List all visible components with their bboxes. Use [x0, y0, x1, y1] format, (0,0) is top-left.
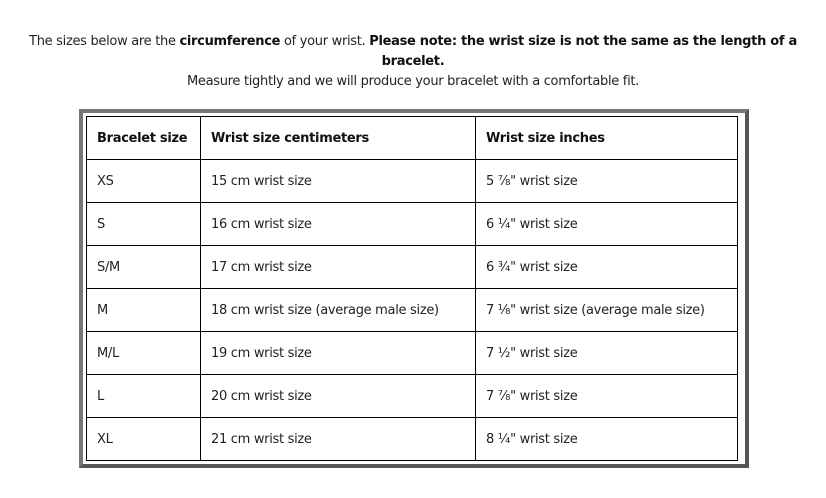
intro-text: The sizes below are the circumference of…	[0, 32, 826, 92]
intro-note: Please note: the wrist size is not the s…	[369, 34, 797, 69]
table-row: L 20 cm wrist size 7 ⅞" wrist size	[86, 374, 738, 418]
cell-wrist-cm: 20 cm wrist size	[200, 374, 476, 418]
cell-wrist-cm: 17 cm wrist size	[200, 245, 476, 289]
cell-bracelet-size: M	[86, 288, 201, 332]
table-row: S 16 cm wrist size 6 ¼" wrist size	[86, 202, 738, 246]
table-row: XL 21 cm wrist size 8 ¼" wrist size	[86, 417, 738, 461]
cell-wrist-cm: 18 cm wrist size (average male size)	[200, 288, 476, 332]
cell-wrist-cm: 15 cm wrist size	[200, 159, 476, 203]
intro-line-1: The sizes below are the circumference of…	[0, 32, 826, 72]
cell-bracelet-size: M/L	[86, 331, 201, 375]
cell-wrist-inches: 7 ⅞" wrist size	[475, 374, 738, 418]
table-row: XS 15 cm wrist size 5 ⅞" wrist size	[86, 159, 738, 203]
cell-wrist-cm: 16 cm wrist size	[200, 202, 476, 246]
table-header-row: Bracelet size Wrist size centimeters Wri…	[86, 116, 738, 160]
cell-wrist-cm: 21 cm wrist size	[200, 417, 476, 461]
table-row: M 18 cm wrist size (average male size) 7 ⅛…	[86, 288, 738, 332]
header-bracelet-size: Bracelet size	[86, 116, 201, 160]
cell-wrist-inches: 8 ¼" wrist size	[475, 417, 738, 461]
table-row: M/L 19 cm wrist size 7 ½" wrist size	[86, 331, 738, 375]
size-table-frame: Bracelet size Wrist size centimeters Wri…	[79, 109, 749, 468]
cell-wrist-cm: 19 cm wrist size	[200, 331, 476, 375]
intro-text-3: of your wrist.	[280, 34, 370, 49]
cell-wrist-inches: 6 ¾" wrist size	[475, 245, 738, 289]
intro-line-2: Measure tightly and we will produce your…	[186, 74, 640, 89]
table-row: S/M 17 cm wrist size 6 ¾" wrist size	[86, 245, 738, 289]
cell-bracelet-size: L	[86, 374, 201, 418]
header-wrist-cm: Wrist size centimeters	[200, 116, 476, 160]
cell-wrist-inches: 7 ⅛" wrist size (average male size)	[475, 288, 738, 332]
intro-text-1: The sizes below are the	[29, 34, 180, 49]
size-table: Bracelet size Wrist size centimeters Wri…	[86, 116, 738, 461]
cell-bracelet-size: XS	[86, 159, 201, 203]
cell-wrist-inches: 6 ¼" wrist size	[475, 202, 738, 246]
intro-circumference: circumference	[179, 34, 281, 49]
cell-bracelet-size: S	[86, 202, 201, 246]
cell-wrist-inches: 5 ⅞" wrist size	[475, 159, 738, 203]
cell-bracelet-size: S/M	[86, 245, 201, 289]
cell-bracelet-size: XL	[86, 417, 201, 461]
cell-wrist-inches: 7 ½" wrist size	[475, 331, 738, 375]
header-wrist-inches: Wrist size inches	[475, 116, 738, 160]
